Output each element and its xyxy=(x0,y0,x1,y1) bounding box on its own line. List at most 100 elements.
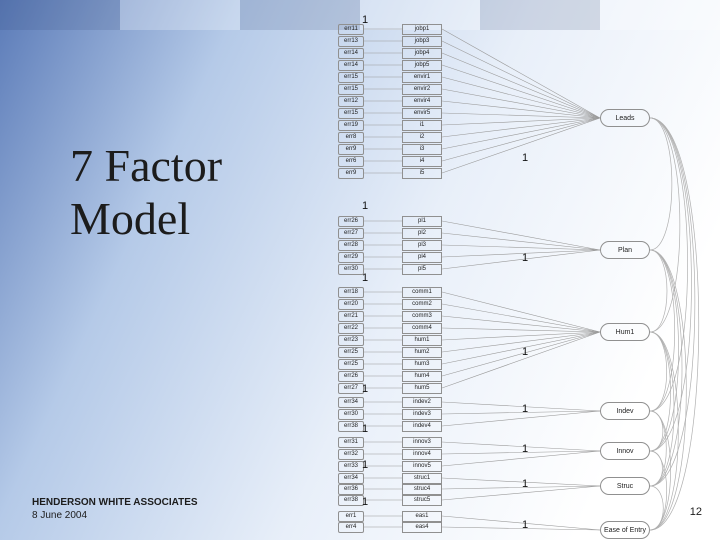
indicator-box: indev3 xyxy=(402,409,442,420)
indicator-box: innov3 xyxy=(402,437,442,448)
indicator-box: jobp4 xyxy=(402,48,442,59)
one-label: 1 xyxy=(522,252,528,264)
error-term: err34 xyxy=(338,473,364,484)
factor-plan: Plan xyxy=(600,241,650,259)
error-term: err36 xyxy=(338,484,364,495)
error-term: err30 xyxy=(338,264,364,275)
indicator-box: pl3 xyxy=(402,240,442,251)
error-term: err20 xyxy=(338,299,364,310)
error-term: err13 xyxy=(338,36,364,47)
error-term: err29 xyxy=(338,252,364,263)
indicator-box: eas4 xyxy=(402,522,442,533)
indicator-box: i5 xyxy=(402,168,442,179)
factor-indev: Indev xyxy=(600,402,650,420)
factor-struc: Struc xyxy=(600,477,650,495)
indicator-box: indev4 xyxy=(402,421,442,432)
factor-hum1: Hum1 xyxy=(600,323,650,341)
one-label: 1 xyxy=(362,272,368,284)
indicator-box: comm1 xyxy=(402,287,442,298)
indicator-box: hum2 xyxy=(402,347,442,358)
indicator-box: struc1 xyxy=(402,473,442,484)
error-term: err15 xyxy=(338,72,364,83)
slide-root: 7 Factor Model HENDERSON WHITE ASSOCIATE… xyxy=(0,0,720,540)
error-term: err15 xyxy=(338,84,364,95)
indicator-box: struc5 xyxy=(402,495,442,506)
indicator-box: innov4 xyxy=(402,449,442,460)
one-label: 1 xyxy=(362,383,368,395)
one-label: 1 xyxy=(522,403,528,415)
error-term: err26 xyxy=(338,371,364,382)
one-label: 1 xyxy=(522,478,528,490)
one-label: 1 xyxy=(522,152,528,164)
indicator-box: jobp1 xyxy=(402,24,442,35)
covariance-arc xyxy=(650,118,695,486)
covariance-arc xyxy=(650,411,671,530)
error-term: err4 xyxy=(338,522,364,533)
indicator-box: pl2 xyxy=(402,228,442,239)
error-term: err18 xyxy=(338,287,364,298)
error-term: err27 xyxy=(338,383,364,394)
indicator-box: indev2 xyxy=(402,397,442,408)
error-term: err38 xyxy=(338,421,364,432)
error-term: err12 xyxy=(338,96,364,107)
sem-diagram: LeadsPlanHum1IndevInnovStrucEase of Entr… xyxy=(300,0,720,540)
one-label: 1 xyxy=(522,443,528,455)
error-term: err6 xyxy=(338,156,364,167)
indicator-box: i4 xyxy=(402,156,442,167)
covariance-arc xyxy=(650,332,678,530)
factor-esfe: Ease of Entry xyxy=(600,521,650,539)
one-label: 1 xyxy=(522,519,528,531)
indicator-box: hum1 xyxy=(402,335,442,346)
error-term: err19 xyxy=(338,120,364,131)
indicator-box: envir4 xyxy=(402,96,442,107)
one-label: 1 xyxy=(362,200,368,212)
error-term: err23 xyxy=(338,335,364,346)
indicator-box: pl1 xyxy=(402,216,442,227)
error-term: err15 xyxy=(338,108,364,119)
slide-title: 7 Factor Model xyxy=(70,140,222,246)
error-term: err22 xyxy=(338,323,364,334)
factor-innov: Innov xyxy=(600,442,650,460)
error-term: err31 xyxy=(338,437,364,448)
indicator-box: envir1 xyxy=(402,72,442,83)
indicator-box: comm2 xyxy=(402,299,442,310)
error-term: err21 xyxy=(338,311,364,322)
slide-footer: HENDERSON WHITE ASSOCIATES 8 June 2004 xyxy=(32,497,198,522)
error-term: err9 xyxy=(338,168,364,179)
footer-line-2: 8 June 2004 xyxy=(32,510,198,523)
indicator-box: i2 xyxy=(402,132,442,143)
indicator-box: envir2 xyxy=(402,84,442,95)
indicator-box: i3 xyxy=(402,144,442,155)
error-term: err25 xyxy=(338,359,364,370)
title-line-1: 7 Factor xyxy=(70,140,222,193)
one-label: 1 xyxy=(522,346,528,358)
one-label: 1 xyxy=(362,14,368,26)
indicator-box: jobp3 xyxy=(402,36,442,47)
error-term: err11 xyxy=(338,24,364,35)
indicator-box: eas1 xyxy=(402,511,442,522)
indicator-box: comm3 xyxy=(402,311,442,322)
indicator-box: hum5 xyxy=(402,383,442,394)
one-label: 1 xyxy=(362,423,368,435)
error-term: err28 xyxy=(338,240,364,251)
indicator-box: innov5 xyxy=(402,461,442,472)
one-label: 1 xyxy=(362,496,368,508)
error-term: err14 xyxy=(338,48,364,59)
error-term: err30 xyxy=(338,409,364,420)
indicator-box: pl4 xyxy=(402,252,442,263)
covariance-arc xyxy=(650,250,675,411)
title-line-2: Model xyxy=(70,193,222,246)
indicator-box: hum3 xyxy=(402,359,442,370)
error-term: err1 xyxy=(338,511,364,522)
indicator-box: struc4 xyxy=(402,484,442,495)
error-term: err32 xyxy=(338,449,364,460)
error-term: err9 xyxy=(338,144,364,155)
error-term: err26 xyxy=(338,216,364,227)
indicator-box: comm4 xyxy=(402,323,442,334)
error-term: err25 xyxy=(338,347,364,358)
indicator-box: pl5 xyxy=(402,264,442,275)
error-term: err14 xyxy=(338,60,364,71)
error-term: err27 xyxy=(338,228,364,239)
indicator-box: jobp5 xyxy=(402,60,442,71)
error-term: err8 xyxy=(338,132,364,143)
